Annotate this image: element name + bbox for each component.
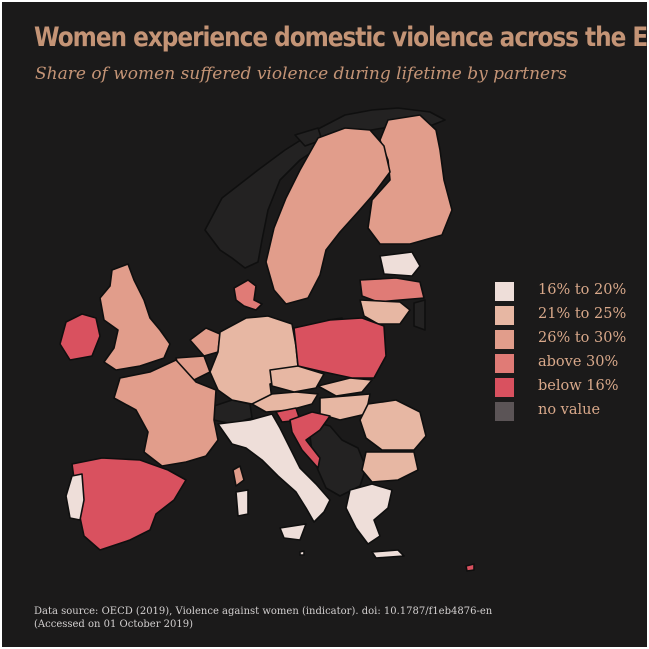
region-netherlands: [189, 327, 221, 357]
map-subtitle: Share of women suffered violence during …: [35, 64, 567, 84]
legend-item: 26% to 30%: [492, 329, 642, 353]
region-czechia: [269, 365, 325, 393]
legend-item: 21% to 25%: [492, 305, 642, 329]
region-poland: [293, 317, 387, 379]
region-malta: [299, 550, 305, 556]
region-belarus-edge: [413, 299, 426, 331]
region-italy: [217, 413, 331, 523]
region-spain: [71, 457, 187, 551]
source-line: Data source: OECD (2019), Violence again…: [34, 606, 493, 617]
legend: 16% to 20% 21% to 25% 26% to 30% above 3…: [492, 281, 642, 425]
legend-label: 21% to 25%: [538, 306, 627, 322]
legend-item: above 30%: [492, 353, 642, 377]
region-sicily: [279, 523, 307, 541]
source-accessed-line: (Accessed on 01 October 2019): [34, 619, 194, 630]
region-romania: [359, 399, 427, 451]
region-estonia: [379, 251, 421, 277]
region-crete: [371, 549, 405, 559]
region-greece: [345, 483, 393, 545]
legend-label: 16% to 20%: [538, 282, 627, 298]
legend-label: no value: [538, 402, 601, 418]
region-uk: [99, 263, 171, 371]
legend-swatch: [495, 378, 514, 397]
legend-item: below 16%: [492, 377, 642, 401]
legend-item: 16% to 20%: [492, 281, 642, 305]
region-cyprus: [465, 563, 475, 572]
legend-swatch: [495, 330, 514, 349]
source-note: Data source: OECD (2019), Violence again…: [34, 605, 492, 631]
legend-item: no value: [492, 401, 642, 425]
region-croatia: [289, 411, 331, 469]
region-denmark: [233, 279, 263, 311]
region-france: [113, 359, 219, 467]
legend-swatch: [495, 306, 514, 325]
legend-label: above 30%: [538, 354, 619, 370]
region-corsica: [232, 465, 245, 487]
map-title: Women experience domestic violence acros…: [34, 22, 647, 53]
region-portugal: [65, 473, 85, 521]
legend-swatch: [495, 402, 514, 421]
legend-swatch: [495, 282, 514, 301]
legend-swatch: [495, 354, 514, 373]
region-germany: [209, 315, 299, 405]
region-bulgaria: [361, 451, 419, 483]
region-slovakia: [317, 377, 373, 397]
region-sweden: [265, 127, 391, 305]
region-sardinia: [235, 489, 249, 517]
legend-label: 26% to 30%: [538, 330, 627, 346]
region-lithuania: [359, 299, 411, 325]
region-austria: [251, 391, 319, 413]
region-latvia: [359, 277, 425, 303]
region-ireland: [59, 313, 101, 361]
legend-label: below 16%: [538, 378, 619, 394]
